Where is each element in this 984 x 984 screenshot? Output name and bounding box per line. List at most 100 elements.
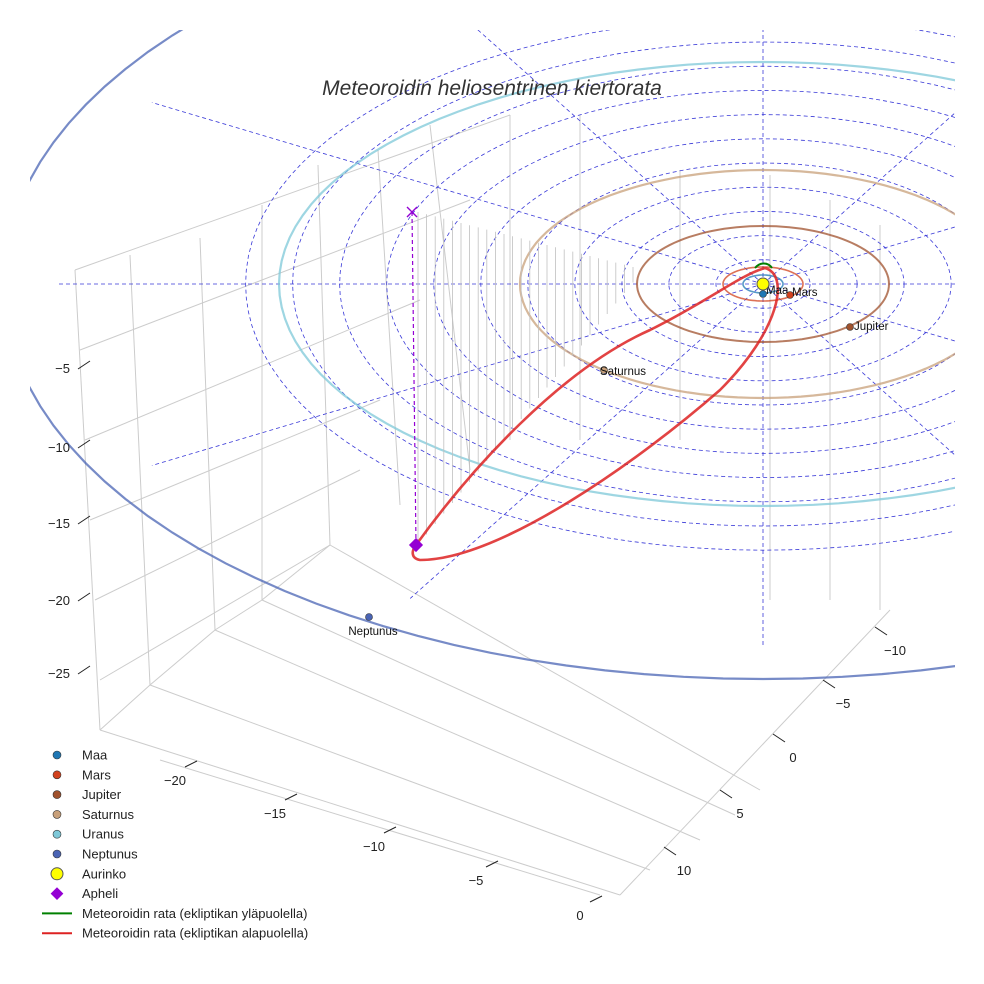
- orbit-mars: [722, 266, 804, 302]
- legend-label-1: Mars: [82, 767, 111, 782]
- legend-label-5: Neptunus: [82, 847, 138, 862]
- legend-label-7: Apheli: [82, 886, 118, 901]
- box-grid-line-21: [261, 544, 331, 601]
- legend-label-0: Maa: [82, 748, 108, 763]
- z-tick-mark-1: [77, 439, 91, 449]
- polar-spoke-4: [409, 283, 764, 599]
- aphelion-marker: [408, 537, 424, 553]
- polar-spoke-11: [762, 226, 955, 285]
- legend-label-8: Meteoroidin rata (ekliptikan yläpuolella…: [82, 906, 307, 921]
- legend-label-6: Aurinko: [82, 866, 126, 881]
- box-grid-line-17: [329, 544, 761, 791]
- box-grid-line-22: [619, 609, 891, 896]
- y-tick-mark-0: [874, 626, 888, 636]
- x-tick-mark-4: [589, 895, 603, 903]
- box-grid-line-2: [199, 237, 216, 631]
- legend-marker-0: [52, 750, 62, 760]
- box-grid-line-16: [261, 599, 736, 816]
- z-tick-mark-2: [77, 515, 91, 525]
- y-tick-mark-3: [719, 789, 733, 799]
- axis-ticks: −5 −10 −15 −20 −25 −20 −15 −10 −5 0 −10 −5 0 5 10: [48, 360, 906, 923]
- legend-marker-4: [52, 829, 62, 839]
- y-tick-2: 0: [789, 750, 796, 765]
- planet-saturnus: [600, 366, 608, 374]
- orbit-neptunus: [30, 30, 955, 681]
- legend-marker-5: [52, 849, 62, 859]
- planet-mars: [786, 291, 794, 299]
- planet-orbits: [30, 30, 955, 681]
- box-grid-line-15: [214, 629, 701, 841]
- box-grid: [74, 114, 891, 896]
- legend-marker-6: [50, 867, 64, 881]
- box-grid-line-28: [94, 469, 361, 601]
- x-tick-2: −10: [363, 839, 385, 854]
- box-grid-line-24: [74, 114, 511, 271]
- planet-label-saturnus: Saturnus: [600, 366, 646, 378]
- planet-label-jupiter: Jupiter: [854, 321, 889, 333]
- x-tick-0: −20: [164, 773, 186, 788]
- y-tick-3: 5: [736, 806, 743, 821]
- box-grid-line-6: [429, 124, 471, 471]
- z-tick-2: −15: [48, 516, 70, 531]
- planet-label-maa: Maa: [766, 285, 789, 297]
- x-tick-4: 0: [576, 908, 583, 923]
- polar-spoke-10: [762, 112, 955, 285]
- legend-label-4: Uranus: [82, 827, 124, 842]
- ecliptic-polar-grid: [57, 30, 955, 647]
- meteoroid-drop-lines: [411, 211, 634, 546]
- orbit-jupiter: [635, 224, 891, 344]
- planet-label-mars: Mars: [792, 287, 818, 299]
- meteoroid-orbit: [411, 262, 779, 562]
- z-tick-mark-3: [77, 592, 91, 602]
- planet-jupiter: [846, 323, 854, 331]
- meteoroid-path-below-lower: [411, 266, 779, 562]
- x-tick-mark-0: [184, 760, 198, 768]
- x-tick-3: −5: [469, 873, 484, 888]
- polar-spoke-2: [762, 283, 955, 456]
- legend-label-3: Saturnus: [82, 807, 135, 822]
- box-grid-line-29: [99, 544, 331, 681]
- box-grid-line-25: [79, 199, 471, 351]
- legend-marker-3: [52, 810, 62, 819]
- y-tick-1: −5: [836, 696, 851, 711]
- box-grid-line-0: [74, 269, 101, 731]
- polar-spoke-5: [151, 283, 764, 466]
- planet-label-neptunus: Neptunus: [348, 626, 397, 638]
- box-grid-line-5: [377, 149, 401, 506]
- orbit-saturnus: [518, 168, 955, 400]
- legend-marker-7: [50, 887, 64, 900]
- meteoroid-path-below-upper: [414, 266, 766, 546]
- x-tick-mark-2: [383, 826, 397, 834]
- box-grid-line-1: [129, 254, 151, 686]
- z-tick-mark-4: [77, 665, 91, 675]
- orbit-maa: [742, 274, 784, 294]
- orbit-uranus: [277, 60, 955, 508]
- box-grid-line-27: [89, 399, 381, 521]
- z-tick-4: −25: [48, 666, 70, 681]
- markers: Maa Mars Jupiter Saturnus Neptunus: [348, 206, 889, 638]
- box-grid-line-18: [99, 684, 151, 731]
- legend-label-9: Meteoroidin rata (ekliptikan alapuolella…: [82, 926, 308, 941]
- x-tick-mark-1: [284, 793, 298, 801]
- y-tick-mark-1: [822, 679, 836, 689]
- polar-ring-1: [668, 235, 858, 333]
- box-grid-line-23: [159, 759, 601, 896]
- y-tick-mark-2: [772, 733, 786, 743]
- legend: Maa Mars Jupiter Saturnus Uranus Neptunus Auri…: [42, 748, 308, 941]
- box-grid-line-20: [214, 599, 263, 631]
- box-grid-line-14: [149, 684, 651, 871]
- polar-ring-10: [245, 30, 955, 551]
- x-tick-1: −15: [264, 806, 286, 821]
- box-grid-line-4: [317, 164, 331, 546]
- box-grid-line-19: [149, 629, 216, 686]
- meteoroid-path-above: [754, 262, 773, 269]
- z-tick-3: −20: [48, 593, 70, 608]
- y-tick-0: −10: [884, 643, 906, 658]
- polar-spoke-1: [762, 283, 955, 342]
- legend-marker-2: [52, 790, 62, 799]
- y-tick-4: 10: [677, 863, 691, 878]
- legend-label-2: Jupiter: [82, 787, 122, 802]
- box-grid-line-13: [99, 729, 621, 896]
- aphelion-projection-marker: [406, 206, 418, 218]
